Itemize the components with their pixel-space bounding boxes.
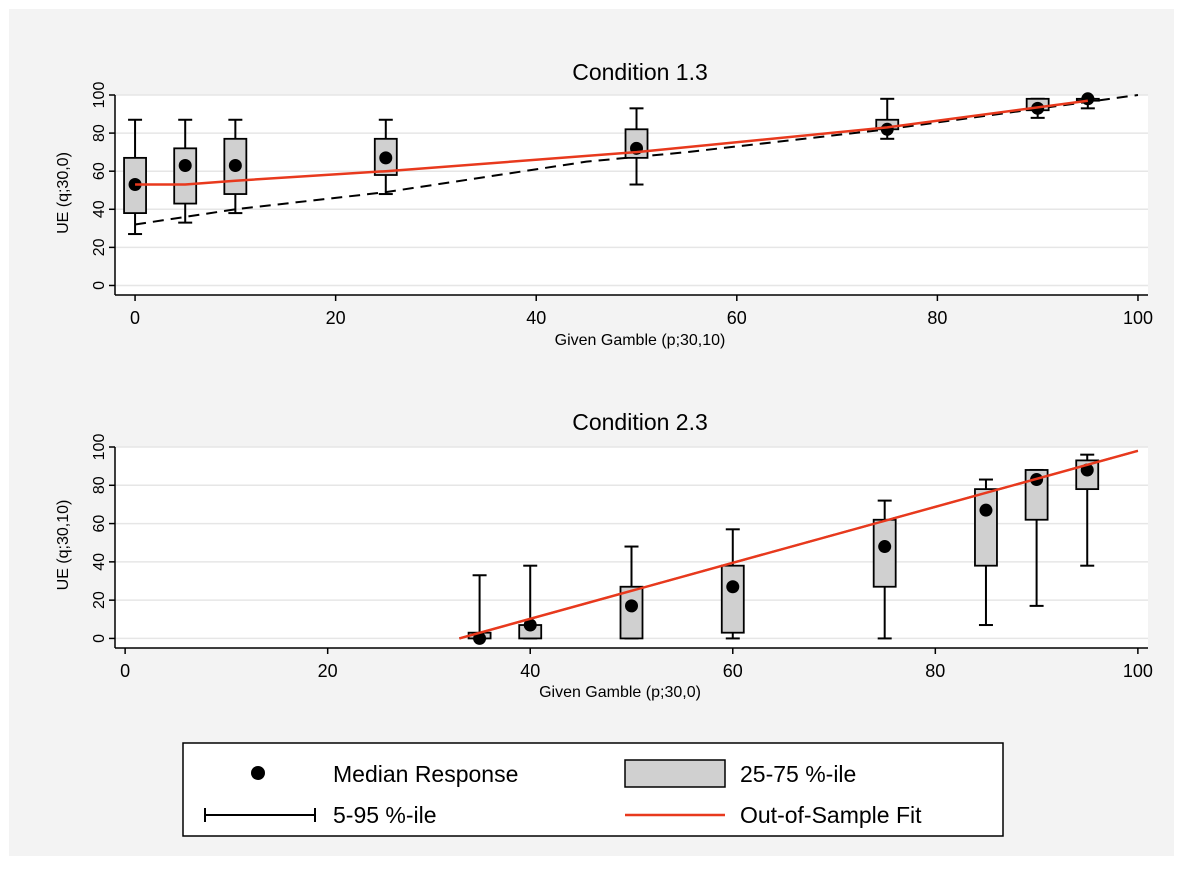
panel-1-x-tick-label-60: 60 (727, 308, 747, 328)
panel-2-median-marker-60 (726, 580, 740, 594)
panel-2-y-tick-label-40: 40 (91, 553, 108, 571)
panel-2-box-x-90 (1024, 468, 1049, 607)
panel-2-box-x-40 (518, 564, 543, 640)
panel-1-median-marker-25 (379, 151, 393, 165)
panel-2-y-tick-label-100: 100 (91, 434, 108, 461)
panel-2-x-tick-label-0: 0 (120, 661, 130, 681)
panel-2-x-tick-label-100: 100 (1123, 661, 1153, 681)
legend-whisker-label: 5-95 %-ile (333, 802, 437, 828)
panel-2-median-marker-50 (625, 599, 638, 613)
panel-1-box-x-90 (1025, 97, 1050, 119)
panel-2-iqr-box-85 (974, 488, 998, 567)
panel-2-y-tick-label-0: 0 (91, 634, 108, 643)
panel-1-y-tick-label-60: 60 (91, 162, 108, 180)
panel-1-box-x-25 (373, 118, 398, 196)
legend-box-label: 25-75 %-ile (740, 761, 856, 787)
panel-2-fit-line (459, 449, 1139, 640)
panel-2-median-marker-40 (523, 618, 537, 632)
legend-whisker-swatch (204, 808, 316, 822)
panel-1-median-marker-95 (1081, 92, 1095, 106)
panel-1-x-tick-label-40: 40 (526, 308, 546, 328)
panel-2-plot: 0 20 40 60 80 100 0 20 40 60 80 100 (91, 434, 1153, 681)
legend: Median Response 25-75 %-ile 5-95 %-ile O… (182, 742, 1004, 837)
panel-1-median-marker-75 (880, 122, 894, 136)
panel-2-median-marker-75 (878, 540, 892, 554)
panel-2: Condition 2.3 0 20 40 60 80 100 0 20 40 60 80 100 G… (55, 409, 1153, 701)
panel-1-y-tick-label-100: 100 (91, 82, 108, 109)
panel-2-x-tick-label-80: 80 (925, 661, 945, 681)
panel-2-box-x-60 (720, 528, 745, 640)
panel-2-iqr-box-75 (872, 518, 897, 588)
legend-median-label: Median Response (333, 761, 518, 787)
panel-2-x-axis-label: Given Gamble (p;30,0) (539, 684, 701, 701)
panel-1-x-tick-label-80: 80 (927, 308, 947, 328)
panel-1-fit-line (135, 99, 1088, 186)
panel-1: Condition 1.3 0 20 40 60 80 100 0 20 40 60 80 100 G… (55, 59, 1153, 349)
legend-frame (182, 742, 1004, 837)
panel-2-box-x-85 (974, 478, 998, 627)
panel-1-iqr-box-5 (173, 147, 198, 205)
panel-1-title: Condition 1.3 (572, 59, 708, 85)
panel-1-box-x-75 (875, 97, 900, 140)
panel-1-x-tick-label-100: 100 (1123, 308, 1153, 328)
panel-2-title: Condition 2.3 (572, 409, 708, 435)
panel-2-y-tick-label-20: 20 (91, 591, 108, 609)
panel-2-y-tick-label-80: 80 (91, 476, 108, 494)
panel-2-box-x-50 (619, 545, 644, 640)
panel-2-y-tick-label-60: 60 (91, 515, 108, 533)
legend-fit-label: Out-of-Sample Fit (740, 802, 922, 828)
panel-2-x-tick-label-20: 20 (318, 661, 338, 681)
panel-2-y-axis-label: UE (q;30,10) (55, 500, 72, 591)
panel-1-y-tick-label-80: 80 (91, 124, 108, 142)
panel-1-box-x-5 (173, 118, 198, 224)
panel-1-x-axis-label: Given Gamble (p;30,10) (555, 332, 726, 349)
panel-2-median-marker-35 (473, 631, 487, 645)
panel-1-y-axis-label: UE (q;30,0) (55, 152, 72, 234)
panel-1-plot-area (115, 95, 1148, 295)
legend-median-marker (251, 766, 265, 780)
legend-box-swatch (624, 759, 726, 788)
panel-1-x-tick-label-0: 0 (130, 308, 140, 328)
panel-1-y-tick-label-0: 0 (91, 281, 108, 290)
panel-2-x-tick-label-40: 40 (520, 661, 540, 681)
panel-2-iqr-box-50 (619, 585, 644, 640)
panel-2-median-marker-85 (979, 503, 993, 517)
panel-1-x-tick-label-20: 20 (326, 308, 346, 328)
panel-1-y-tick-label-40: 40 (91, 200, 108, 218)
panel-1-median-marker-10 (228, 158, 242, 172)
panel-1-plot: 0 20 40 60 80 100 0 20 40 60 80 100 (91, 82, 1153, 328)
panel-1-median-marker-5 (178, 158, 192, 172)
panel-2-iqr-box-60 (720, 564, 745, 634)
panel-2-x-tick-label-60: 60 (723, 661, 743, 681)
panel-1-y-tick-label-20: 20 (91, 238, 108, 256)
